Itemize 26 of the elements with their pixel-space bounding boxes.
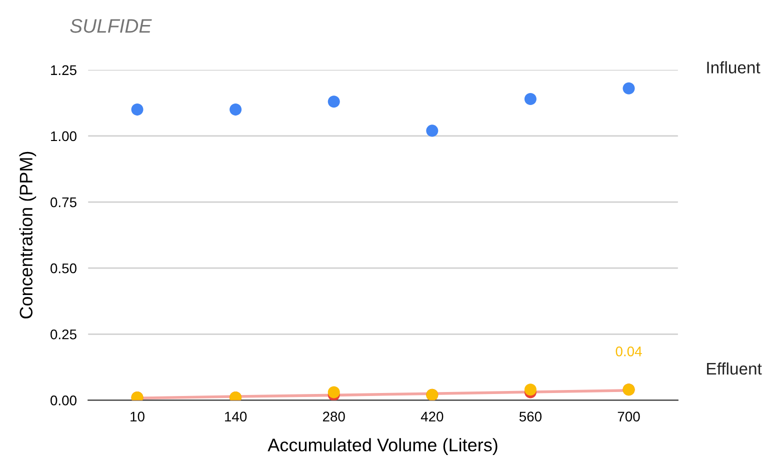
x-tick-label: 560 [519,412,542,422]
text: 0.75 [50,197,76,208]
x-tick-label: 700 [618,412,640,422]
text: 0.25 [50,329,76,340]
text: 1.25 [51,65,76,76]
x-tick-label: 10 [130,412,144,422]
point [131,104,144,116]
point [328,386,340,398]
chart-title: SULFIDE [70,19,152,33]
x-tick-label: 140 [225,412,247,422]
text: Effluent [707,362,762,375]
point [524,384,536,396]
text: 0.50 [50,263,76,274]
point [230,104,242,116]
text: 0.00 [50,396,76,406]
x-tick-label: 420 [420,412,444,422]
point [622,82,635,94]
data-label: 0.04 [616,346,642,356]
text: 1.00 [51,131,76,142]
x-tick-label: 280 [322,412,345,422]
x-axis-title: Accumulated Volume (Liters) [268,438,498,455]
point [426,124,438,137]
point [524,92,536,105]
point [328,96,340,108]
y-axis-title: Concentration (PPM) [19,152,36,318]
text: Influent [707,61,760,74]
